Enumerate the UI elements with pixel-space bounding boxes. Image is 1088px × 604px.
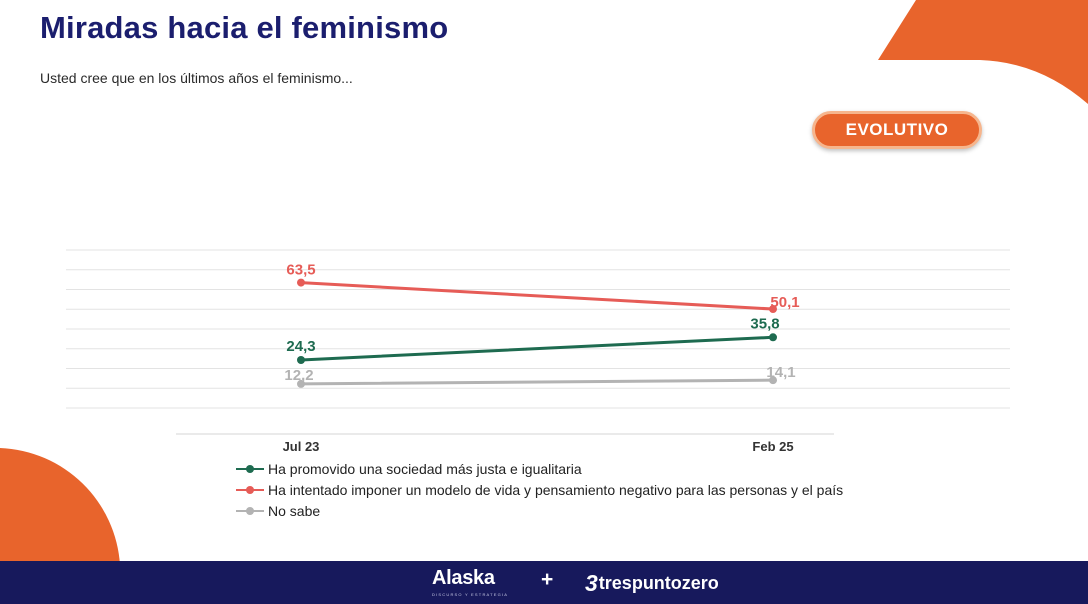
series-line bbox=[299, 335, 775, 362]
data-point bbox=[769, 376, 777, 385]
legend-marker-icon bbox=[236, 506, 264, 515]
legend-item: Ha intentado imponer un modelo de vida y… bbox=[236, 479, 843, 500]
trespuntozero-mark-icon: 3 bbox=[585, 570, 598, 596]
data-point bbox=[297, 278, 305, 287]
legend-label: Ha intentado imponer un modelo de vida y… bbox=[268, 481, 844, 498]
trespuntozero-wordmark: trespuntozero bbox=[598, 573, 719, 593]
footer-bar: Alaska DISCURSO Y ESTRATEGIA + 3 trespun… bbox=[0, 561, 1088, 604]
series-line bbox=[299, 378, 775, 386]
plus-sign: + bbox=[541, 568, 554, 591]
data-label: 24,3 bbox=[286, 338, 315, 355]
alaska-logo: Alaska bbox=[432, 567, 495, 589]
x-tick-label: Jul 23 bbox=[283, 439, 320, 454]
chart-legend: Ha promovido una sociedad más justa e ig… bbox=[236, 458, 843, 521]
orange-semicircle-decoration bbox=[0, 448, 120, 565]
series-line bbox=[299, 281, 775, 311]
line-chart: Jul 23 Feb 25 24,3 35,8 63,5 50,1 12,2 14,1 bbox=[66, 249, 1010, 454]
x-tick-label: Feb 25 bbox=[752, 439, 793, 454]
data-label: 63,5 bbox=[286, 262, 315, 279]
page-subtitle: Usted cree que en los últimos años el fe… bbox=[40, 70, 353, 86]
alaska-tagline: DISCURSO Y ESTRATEGIA bbox=[432, 592, 509, 597]
legend-label: No sabe bbox=[268, 502, 321, 519]
page-title: Miradas hacia el feminismo bbox=[40, 10, 449, 45]
legend-marker-icon bbox=[236, 464, 264, 473]
data-label: 35,8 bbox=[750, 315, 779, 332]
legend-marker-icon bbox=[236, 485, 264, 494]
data-point bbox=[769, 305, 777, 314]
legend-item: Ha promovido una sociedad más justa e ig… bbox=[236, 458, 843, 479]
data-label: 12,2 bbox=[284, 367, 313, 384]
trespuntozero-logo: 3 trespuntozero bbox=[585, 570, 719, 597]
data-label: 50,1 bbox=[770, 294, 799, 311]
data-point bbox=[297, 379, 305, 388]
legend-label: Ha promovido una sociedad más justa e ig… bbox=[268, 460, 582, 477]
evolutivo-badge: EVOLUTIVO bbox=[812, 111, 982, 149]
legend-item: No sabe bbox=[236, 500, 843, 521]
data-point bbox=[769, 333, 777, 342]
data-label: 14,1 bbox=[766, 364, 795, 381]
orange-corner-decoration bbox=[878, 0, 1088, 104]
data-point bbox=[297, 356, 305, 365]
